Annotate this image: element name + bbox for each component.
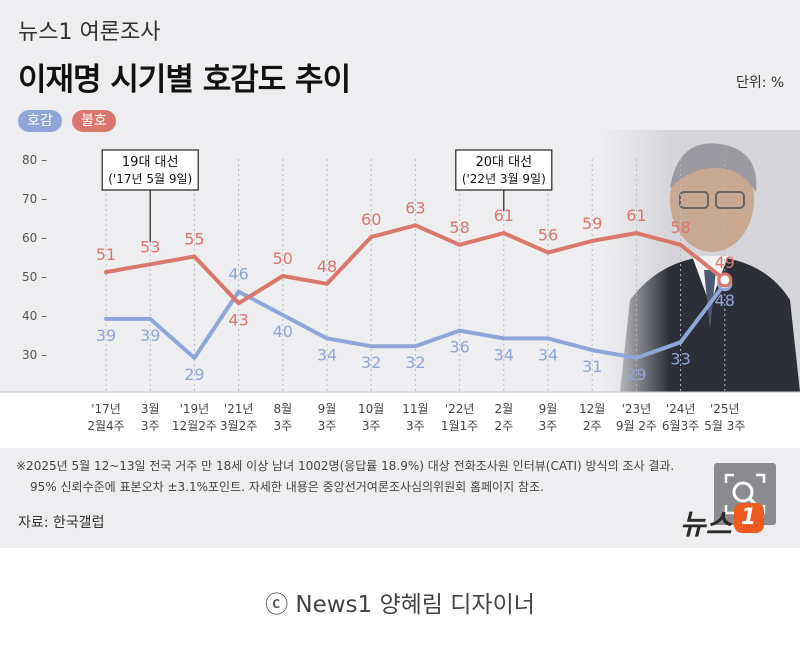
x-tick-label: 5월 3주 bbox=[704, 419, 745, 433]
data-label: 49 bbox=[715, 253, 735, 272]
annotation-date: ('22년 3월 9일) bbox=[462, 172, 546, 186]
y-tick-label: 30 – bbox=[22, 348, 47, 362]
data-label: 34 bbox=[494, 345, 514, 364]
x-tick-label: 3주 bbox=[273, 419, 292, 433]
data-label: 29 bbox=[184, 365, 204, 384]
data-label: 40 bbox=[273, 322, 293, 341]
x-tick-label: 9월 bbox=[539, 402, 558, 416]
survey-note: ※2025년 5월 12~13일 전국 거주 만 18세 이상 남녀 1002명… bbox=[16, 459, 675, 473]
data-label: 61 bbox=[494, 206, 514, 225]
data-label: 43 bbox=[228, 310, 248, 329]
legend-favorable: 호감 bbox=[18, 110, 62, 132]
data-label: 31 bbox=[582, 357, 602, 376]
y-tick-label: 60 – bbox=[22, 231, 47, 245]
x-tick-label: '21년 bbox=[224, 402, 254, 416]
legend-unfavorable: 불호 bbox=[72, 110, 116, 132]
x-tick-label: '24년 bbox=[666, 402, 696, 416]
data-label: 39 bbox=[96, 326, 116, 345]
x-tick-label: '22년 bbox=[445, 402, 475, 416]
data-label: 46 bbox=[228, 265, 248, 284]
x-tick-label: 2주 bbox=[583, 419, 602, 433]
survey-note-2: 95% 신뢰수준에 표본오차 ±3.1%포인트. 자세한 내용은 중앙선거여론조… bbox=[30, 480, 544, 494]
x-tick-label: 3주 bbox=[141, 419, 160, 433]
annotation-title: 19대 대선 bbox=[122, 155, 179, 170]
x-tick-label: 10월 bbox=[358, 402, 384, 416]
chart-title: 이재명 시기별 호감도 추이 bbox=[18, 62, 351, 98]
data-label: 39 bbox=[140, 326, 160, 345]
endpoint-marker bbox=[717, 272, 733, 288]
data-label: 48 bbox=[317, 257, 337, 276]
x-tick-label: 3주 bbox=[362, 419, 381, 433]
x-tick-label: 3주 bbox=[318, 419, 337, 433]
x-tick-label: 11월 bbox=[402, 402, 428, 416]
y-tick-label: 50 – bbox=[22, 270, 47, 284]
design-credit: ⓒ News1 양혜림 디자이너 bbox=[265, 592, 535, 618]
annotation-box bbox=[455, 149, 553, 191]
logo-mark: 1 bbox=[733, 503, 764, 533]
portrait-image bbox=[600, 130, 800, 392]
data-label: 33 bbox=[670, 349, 690, 368]
series-line-favorable bbox=[104, 281, 727, 360]
x-tick-label: 2월4주 bbox=[87, 419, 124, 433]
data-label: 51 bbox=[96, 245, 116, 264]
data-label: 58 bbox=[449, 218, 469, 237]
y-tick-label: 80 – bbox=[22, 153, 47, 167]
data-label: 58 bbox=[670, 218, 690, 237]
x-tick-label: 3주 bbox=[406, 419, 425, 433]
news1-logo: 뉴스 1 bbox=[680, 503, 764, 543]
x-tick-label: 2월 bbox=[494, 402, 513, 416]
x-tick-label: '25년 bbox=[710, 402, 740, 416]
x-tick-label: 12월 bbox=[579, 402, 605, 416]
chart-card: 뉴스1 여론조사 이재명 시기별 호감도 추이 단위: % 호감 불호 30 –… bbox=[0, 0, 800, 548]
data-label: 34 bbox=[317, 345, 337, 364]
data-label: 63 bbox=[405, 198, 425, 217]
data-label: 53 bbox=[140, 237, 160, 256]
y-tick-label: 70 – bbox=[22, 192, 47, 206]
x-tick-label: '23년 bbox=[622, 402, 652, 416]
annotation-date: ('17년 5월 9일) bbox=[108, 172, 192, 186]
annotation-title: 20대 대선 bbox=[476, 155, 533, 170]
x-tick-label: 2주 bbox=[494, 419, 513, 433]
line-chart: 30 – 40 – 50 – 60 – 70 – 80 – '17년 2월4주 3월 3주 '19년… bbox=[0, 149, 800, 433]
data-label: 59 bbox=[582, 214, 602, 233]
data-label: 50 bbox=[273, 249, 293, 268]
unit-label: 단위: % bbox=[736, 75, 785, 91]
data-label: 34 bbox=[538, 345, 558, 364]
data-label: 55 bbox=[184, 230, 204, 249]
x-tick-label: 8월 bbox=[273, 402, 292, 416]
x-tick-label: 9월 2주 bbox=[616, 419, 657, 433]
y-tick-label: 40 – bbox=[22, 309, 47, 323]
chart-subtitle: 뉴스1 여론조사 bbox=[18, 20, 161, 45]
annotation-box bbox=[101, 149, 199, 191]
data-label: 56 bbox=[538, 226, 558, 245]
x-tick-label: 9월 bbox=[318, 402, 337, 416]
logo-text: 뉴스 bbox=[680, 508, 732, 541]
data-label: 32 bbox=[405, 353, 425, 372]
x-tick-label: 12월2주 bbox=[172, 419, 217, 433]
x-tick-label: 1월1주 bbox=[441, 419, 478, 433]
data-label: 60 bbox=[361, 210, 381, 229]
x-tick-label: 3월 bbox=[141, 402, 160, 416]
x-tick-label: 3주 bbox=[539, 419, 558, 433]
data-label: 29 bbox=[626, 365, 646, 384]
x-axis-band bbox=[0, 392, 800, 448]
x-tick-label: '19년 bbox=[180, 402, 210, 416]
x-tick-label: 3월2주 bbox=[220, 419, 257, 433]
x-tick-label: '17년 bbox=[91, 402, 121, 416]
x-tick-label: 6월3주 bbox=[662, 419, 699, 433]
data-label: 61 bbox=[626, 206, 646, 225]
data-label: 36 bbox=[449, 338, 469, 357]
data-label: 32 bbox=[361, 353, 381, 372]
series-line-unfavorable bbox=[104, 223, 727, 306]
data-label: 48 bbox=[715, 291, 735, 310]
data-source: 자료: 한국갤럽 bbox=[18, 515, 105, 531]
